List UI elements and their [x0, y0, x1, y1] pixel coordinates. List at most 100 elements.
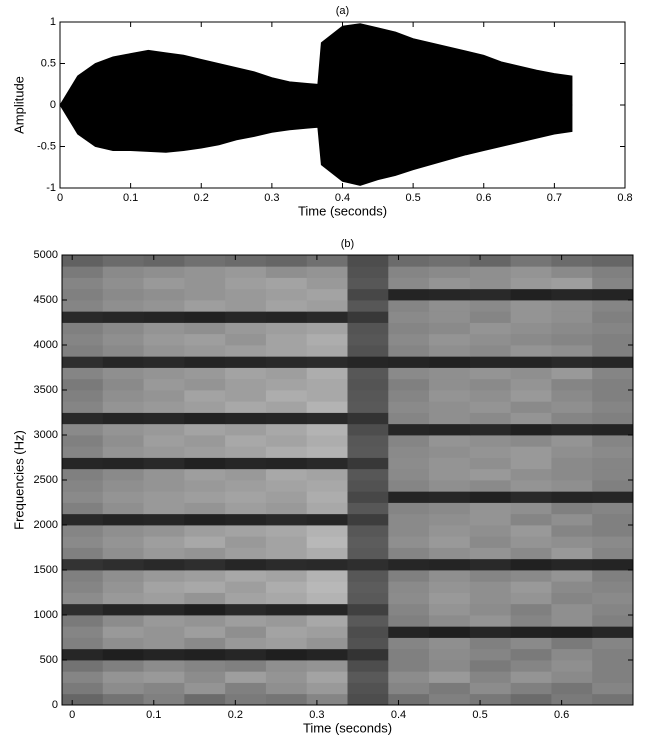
heatmap-cell: [347, 615, 389, 627]
heatmap-cell: [306, 468, 348, 481]
heatmap-cell: [469, 502, 512, 515]
heatmap-cell: [551, 356, 593, 368]
x-tick-label: 0.2: [228, 709, 243, 721]
x-tick-label: 0.2: [194, 192, 209, 204]
heatmap-cell: [102, 311, 144, 323]
heatmap-cell: [102, 637, 144, 650]
x-tick-label: 0: [69, 709, 75, 721]
x-tick-label: 0.4: [335, 192, 350, 204]
heatmap-cell: [225, 648, 267, 661]
heatmap-cell: [102, 435, 144, 447]
heatmap-cell: [184, 446, 226, 458]
heatmap-cell: [551, 660, 593, 672]
heatmap-cell: [102, 547, 144, 560]
heatmap-cell: [592, 693, 634, 706]
heatmap-cell: [388, 592, 430, 605]
heatmap-cell: [551, 288, 593, 301]
heatmap-cell: [306, 660, 348, 672]
heatmap-cell: [143, 480, 185, 492]
heatmap-cell: [184, 401, 226, 413]
heatmap-cell: [102, 502, 144, 515]
heatmap-cell: [265, 603, 308, 616]
y-tick-label: 500: [40, 654, 58, 666]
heatmap-cell: [592, 401, 634, 413]
heatmap-cell: [429, 333, 471, 346]
heatmap-cell: [347, 570, 389, 582]
heatmap-cell: [62, 468, 104, 481]
heatmap-cell: [347, 311, 389, 323]
heatmap-cell: [510, 322, 552, 335]
heatmap-cell: [429, 671, 471, 683]
heatmap-cell: [388, 266, 430, 278]
heatmap-cell: [510, 502, 552, 515]
heatmap-cell: [102, 390, 144, 402]
heatmap-cell: [469, 558, 512, 571]
heatmap-cell: [102, 446, 144, 458]
heatmap-cell: [429, 266, 471, 278]
heatmap-cell: [592, 603, 634, 616]
heatmap-cell: [551, 423, 593, 436]
heatmap-cell: [225, 266, 267, 278]
heatmap-cell: [592, 525, 634, 537]
heatmap-cell: [388, 255, 430, 267]
heatmap-cell: [184, 693, 226, 706]
heatmap-cell: [429, 446, 471, 458]
heatmap-cell: [184, 367, 226, 380]
heatmap-cell: [184, 626, 226, 638]
heatmap-cell: [551, 457, 593, 470]
heatmap-cell: [225, 581, 267, 593]
heatmap-cell: [143, 603, 185, 616]
heatmap-cell: [388, 457, 430, 470]
y-tick-label: -1: [46, 182, 56, 194]
heatmap-cell: [102, 468, 144, 481]
heatmap-cell: [62, 558, 104, 571]
heatmap-cell: [388, 288, 430, 301]
heatmap-cell: [306, 615, 348, 627]
heatmap-cell: [429, 660, 471, 672]
heatmap-cell: [510, 615, 552, 627]
heatmap-cell: [306, 300, 348, 312]
waveform-envelope: [59, 23, 573, 106]
heatmap-cell: [551, 502, 593, 515]
heatmap-cell: [388, 491, 430, 503]
heatmap-cell: [429, 570, 471, 582]
heatmap-cell: [592, 435, 634, 447]
heatmap-cell: [306, 333, 348, 346]
heatmap-cell: [143, 693, 185, 706]
heatmap-cell: [306, 513, 348, 526]
heatmap-cell: [143, 322, 185, 335]
heatmap-cell: [551, 401, 593, 413]
heatmap-cell: [306, 401, 348, 413]
y-tick-label: 4000: [34, 339, 58, 351]
heatmap-cell: [102, 333, 144, 346]
heatmap-cell: [469, 603, 512, 616]
heatmap-cell: [62, 423, 104, 436]
heatmap-cell: [429, 581, 471, 593]
heatmap-cell: [347, 457, 389, 470]
heatmap-cell: [469, 266, 512, 278]
heatmap-cell: [510, 682, 552, 695]
heatmap-cell: [306, 311, 348, 323]
heatmap-cell: [306, 682, 348, 695]
heatmap-cell: [592, 423, 634, 436]
heatmap-cell: [347, 446, 389, 458]
heatmap-cell: [225, 446, 267, 458]
heatmap-cell: [388, 322, 430, 335]
heatmap-cell: [429, 322, 471, 335]
heatmap-cell: [347, 491, 389, 503]
heatmap-cell: [102, 491, 144, 503]
heatmap-cell: [225, 682, 267, 695]
heatmap-cell: [306, 693, 348, 706]
heatmap-cell: [265, 367, 308, 380]
heatmap-cell: [347, 412, 389, 425]
heatmap-cell: [551, 525, 593, 537]
heatmap-cell: [429, 367, 471, 380]
heatmap-cell: [388, 390, 430, 402]
heatmap-cell: [592, 581, 634, 593]
heatmap-cell: [265, 547, 308, 560]
heatmap-cell: [225, 671, 267, 683]
heatmap-cell: [592, 513, 634, 526]
heatmap-cell: [469, 435, 512, 447]
heatmap-cell: [551, 378, 593, 391]
heatmap-cell: [306, 435, 348, 447]
